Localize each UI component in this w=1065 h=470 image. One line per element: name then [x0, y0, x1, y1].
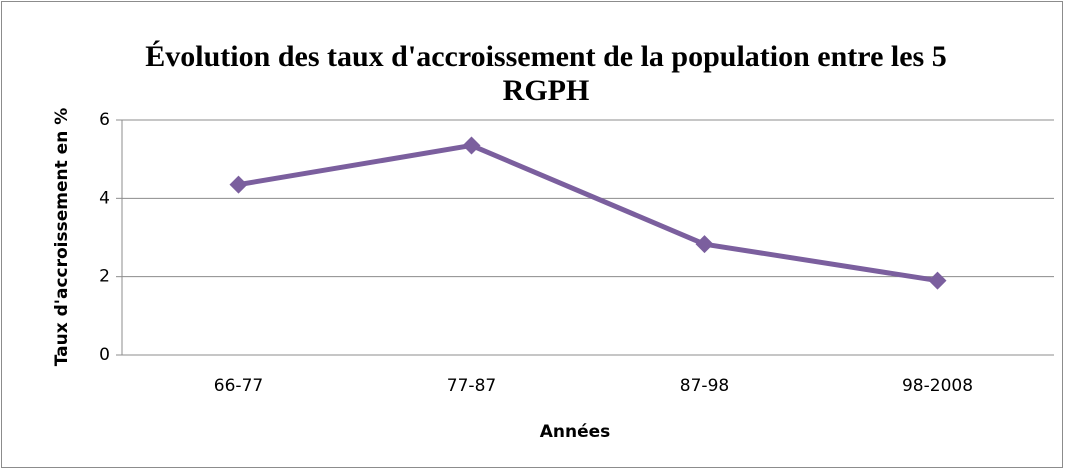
x-tick-label: 98-2008 [902, 376, 973, 396]
x-tick-label: 66-77 [214, 376, 263, 396]
y-tick-label: 4 [99, 188, 110, 208]
point-marker [928, 271, 947, 290]
x-tick-label: 77-87 [447, 376, 496, 396]
x-tick-label: 87-98 [680, 376, 729, 396]
y-tick-label: 0 [99, 345, 110, 365]
x-axis-title: Années [540, 422, 611, 442]
y-tick-label: 6 [99, 110, 110, 130]
chart-title: Évolution des taux d'accroissement de la… [145, 40, 947, 107]
point-marker [462, 136, 481, 155]
y-axis-title: Taux d'accroissement en % [52, 108, 72, 367]
y-tick-label: 2 [99, 267, 110, 287]
series-line [238, 142, 938, 284]
point-marker [695, 235, 714, 254]
point-marker [229, 175, 248, 194]
